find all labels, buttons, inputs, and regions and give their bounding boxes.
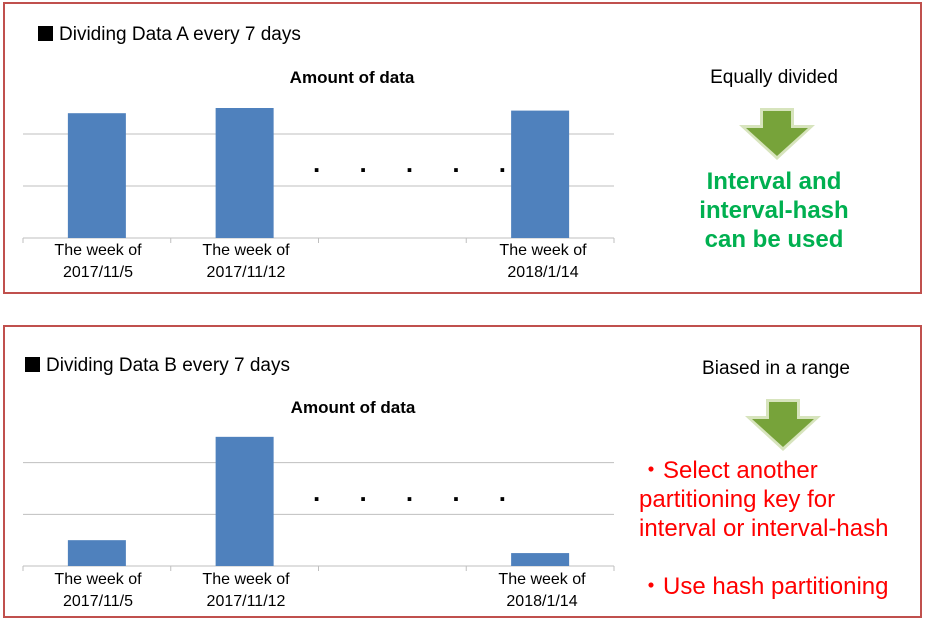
square-bullet-icon — [25, 357, 40, 372]
bar — [215, 108, 274, 238]
down-arrow-icon — [739, 108, 815, 160]
panel-b-conclusion: ・Select another partitioning key for int… — [639, 456, 888, 601]
panel-a-heading-text: Dividing Data A every 7 days — [59, 24, 301, 45]
panel-data-a: Dividing Data A every 7 days Amount of d… — [3, 2, 922, 294]
chart-a-tick-label: The week of 2017/11/5 — [54, 242, 142, 281]
conclusion-line: partitioning key for — [639, 486, 836, 513]
down-arrow-icon — [745, 399, 821, 451]
panel-b-heading-text: Dividing Data B every 7 days — [46, 355, 290, 376]
chart-b — [22, 436, 615, 571]
chart-a-tick-label: The week of 2017/11/12 — [202, 242, 290, 281]
conclusion-spacer — [639, 543, 888, 572]
panel-a-heading: Dividing Data A every 7 days — [38, 24, 301, 46]
conclusion-line: interval or interval-hash — [639, 515, 889, 542]
conclusion-line: ・Select another — [639, 457, 818, 484]
conclusion-line: can be used — [704, 226, 844, 253]
bar — [511, 110, 570, 238]
bar — [67, 113, 126, 238]
panel-a-conclusion: Interval and interval-hash can be used — [664, 167, 884, 254]
chart-a — [22, 108, 615, 243]
chart-a-ellipsis: . . . . . — [313, 148, 523, 178]
bar — [511, 553, 570, 566]
chart-a-title: Amount of data — [289, 68, 415, 87]
chart-b-tick-label: The week of 2017/11/12 — [202, 571, 290, 610]
chart-b-title: Amount of data — [290, 398, 416, 417]
chart-b-tick-label: The week of 2018/1/14 — [498, 571, 586, 610]
bar — [67, 540, 126, 566]
bar — [215, 436, 274, 566]
conclusion-line: Interval and — [706, 168, 842, 195]
panel-b-side-label: Biased in a range — [702, 358, 850, 379]
chart-a-tick-label: The week of 2018/1/14 — [499, 242, 587, 281]
conclusion-line: ・Use hash partitioning — [639, 573, 889, 600]
square-bullet-icon — [38, 26, 53, 41]
panel-b-heading: Dividing Data B every 7 days — [25, 355, 290, 377]
chart-b-tick-label: The week of 2017/11/5 — [54, 571, 142, 610]
conclusion-line: interval-hash — [699, 197, 849, 224]
panel-data-b: Dividing Data B every 7 days Amount of d… — [3, 325, 922, 618]
panel-a-side-label: Equally divided — [710, 67, 838, 88]
chart-b-ellipsis: . . . . . — [313, 477, 523, 507]
